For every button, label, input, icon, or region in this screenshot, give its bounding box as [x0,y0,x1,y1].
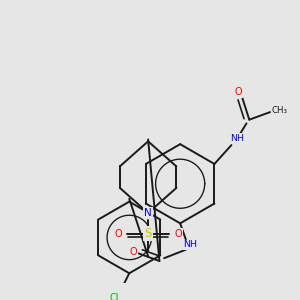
Text: NH: NH [230,134,244,143]
Text: N: N [144,208,152,218]
Text: CH₃: CH₃ [272,106,287,115]
Text: O: O [129,247,137,256]
Text: O: O [114,229,122,239]
Text: Cl: Cl [110,293,119,300]
Text: NH: NH [184,241,197,250]
Text: S: S [144,227,152,240]
Text: O: O [175,229,182,239]
Text: O: O [234,87,242,97]
